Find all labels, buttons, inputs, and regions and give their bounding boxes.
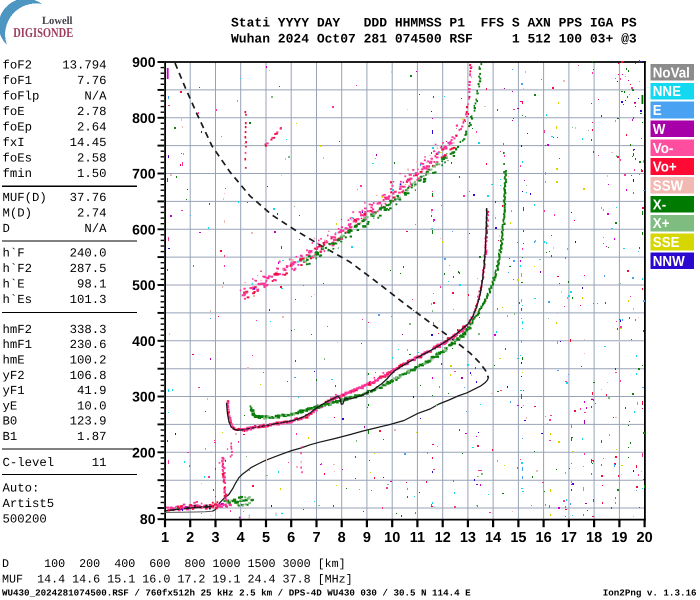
svg-text:500200: 500200 [3,512,47,526]
svg-text:1: 1 [161,530,169,546]
svg-text:2.78: 2.78 [77,105,107,119]
svg-text:15: 15 [510,530,526,546]
svg-text:h`F2: h`F2 [3,262,33,276]
svg-text:yF1: yF1 [3,384,25,398]
svg-text:240.0: 240.0 [70,246,107,260]
svg-text:98.1: 98.1 [77,278,107,292]
svg-text:2.74: 2.74 [77,207,107,221]
svg-text:SSE: SSE [653,235,680,251]
svg-text:9: 9 [363,530,371,546]
svg-text:10.0: 10.0 [77,399,107,413]
svg-text:Ion2Png v. 1.3.16: Ion2Png v. 1.3.16 [603,587,697,598]
svg-text:1.50: 1.50 [77,167,107,181]
svg-text:123.9: 123.9 [70,415,107,429]
svg-text:106.8: 106.8 [70,369,107,383]
svg-text:41.9: 41.9 [77,384,107,398]
svg-text:Vo-: Vo- [653,141,674,157]
svg-text:800: 800 [132,110,156,126]
svg-text:fmin: fmin [3,167,33,181]
svg-text:h`Es: h`Es [3,293,33,307]
svg-text:16: 16 [536,530,552,546]
svg-text:NNW: NNW [653,254,685,270]
svg-text:13.794: 13.794 [62,58,106,72]
svg-text:Stati YYYY DAY DDD HHMMSS P1: Stati YYYY DAY DDD HHMMSS P1 FFS S AXN P… [231,15,637,30]
svg-text:287.5: 287.5 [70,262,107,276]
svg-text:14: 14 [485,530,501,546]
svg-text:Auto:: Auto: [3,482,40,496]
svg-text:3: 3 [211,530,219,546]
svg-text:hmF1: hmF1 [3,338,33,352]
svg-text:Wuhan 2024 Oct07 281 074500 RS: Wuhan 2024 Oct07 281 074500 RSF 1 512 10… [231,32,637,47]
svg-text:hmE: hmE [3,354,25,368]
svg-text:8: 8 [338,530,346,546]
svg-text:hmF2: hmF2 [3,323,33,337]
svg-text:500: 500 [132,277,156,293]
svg-text:N/A: N/A [84,222,107,236]
svg-text:NNE: NNE [653,84,681,100]
svg-text:MUF 14.4 14.6 15.1 16.0 17.2: MUF 14.4 14.6 15.1 16.0 17.2 19.1 24.4 3… [2,572,353,586]
svg-text:Artist5: Artist5 [3,497,55,511]
svg-text:Vo+: Vo+ [653,160,677,176]
svg-text:h`F: h`F [3,246,25,260]
svg-text:D: D [3,222,10,236]
svg-text:17: 17 [561,530,577,546]
svg-text:300: 300 [132,389,156,405]
svg-text:D 100 200 400 600 800: D 100 200 400 600 800 1000 1500 3000 [km… [2,557,346,571]
svg-text:2: 2 [186,530,194,546]
svg-text:101.3: 101.3 [70,293,107,307]
svg-text:foEs: foEs [3,152,33,166]
svg-text:DIGISONDE: DIGISONDE [13,25,73,40]
svg-text:11: 11 [410,530,425,546]
svg-text:B0: B0 [3,415,18,429]
svg-text:200: 200 [132,444,156,460]
svg-text:yF2: yF2 [3,369,25,383]
svg-text:2.64: 2.64 [77,121,107,135]
svg-text:h`E: h`E [3,278,25,292]
svg-text:Lowell: Lowell [42,15,73,27]
svg-text:B1: B1 [3,430,18,444]
svg-text:fxI: fxI [3,136,25,150]
svg-text:400: 400 [132,333,156,349]
svg-text:11: 11 [92,456,107,470]
svg-text:19: 19 [611,530,627,546]
svg-text:7.76: 7.76 [77,74,107,88]
svg-text:230.6: 230.6 [70,338,107,352]
svg-text:N/A: N/A [84,90,107,104]
svg-text:10: 10 [384,530,400,546]
svg-text:37.76: 37.76 [70,191,107,205]
svg-text:4: 4 [237,530,245,546]
svg-text:W: W [653,122,666,138]
svg-text:M(D): M(D) [3,207,33,221]
svg-text:20: 20 [637,530,653,546]
svg-text:6: 6 [287,530,295,546]
svg-text:900: 900 [132,54,156,70]
svg-text:80: 80 [140,511,156,527]
svg-text:2.58: 2.58 [77,152,107,166]
svg-text:foF1: foF1 [3,74,33,88]
svg-text:yE: yE [3,399,18,413]
svg-text:338.3: 338.3 [70,323,107,337]
svg-text:foE: foE [3,105,25,119]
svg-text:X+: X+ [653,216,670,232]
svg-text:NoVal: NoVal [653,65,690,81]
svg-text:MUF(D): MUF(D) [3,191,47,205]
svg-text:1.87: 1.87 [77,430,107,444]
svg-text:E: E [653,103,662,119]
svg-text:SSW: SSW [653,179,684,195]
svg-text:600: 600 [132,221,156,237]
svg-text:700: 700 [132,166,156,182]
svg-text:foFlp: foFlp [3,90,40,104]
svg-text:14.45: 14.45 [70,136,107,150]
svg-text:12: 12 [435,530,451,546]
svg-text:100.2: 100.2 [70,354,107,368]
svg-text:5: 5 [262,530,270,546]
svg-text:18: 18 [586,530,602,546]
svg-text:WU430_2024281074500.RSF / 760f: WU430_2024281074500.RSF / 760fx512h 25 k… [2,587,471,598]
svg-text:foEp: foEp [3,121,33,135]
svg-text:7: 7 [312,530,320,546]
svg-text:C-level: C-level [3,456,55,470]
svg-text:13: 13 [460,530,476,546]
svg-text:foF2: foF2 [3,58,33,72]
svg-text:X-: X- [653,197,666,213]
